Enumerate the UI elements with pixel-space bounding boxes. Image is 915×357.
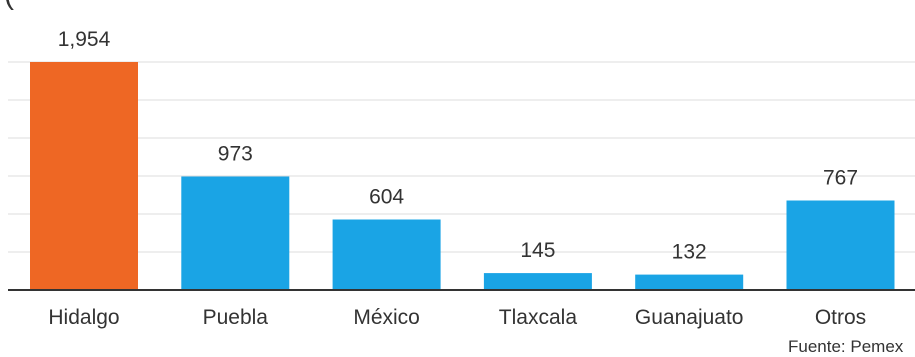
value-label-puebla: 973 — [218, 143, 253, 166]
value-label-hidalgo: 1,954 — [58, 28, 111, 51]
value-labels: 1,954 973 604 145 132 767 — [58, 28, 858, 264]
bar-guanajuato — [635, 274, 744, 290]
category-label-puebla: Puebla — [203, 306, 269, 329]
value-label-otros: 767 — [823, 167, 858, 190]
bar-otros — [786, 200, 895, 290]
category-label-méxico: México — [353, 306, 420, 329]
bars — [30, 62, 895, 290]
bar-méxico — [332, 219, 441, 290]
value-label-guanajuato: 132 — [672, 241, 707, 264]
bar-tlaxcala — [483, 273, 592, 290]
bar-puebla — [181, 176, 290, 290]
gridlines — [8, 61, 915, 253]
category-label-guanajuato: Guanajuato — [635, 306, 744, 329]
bar-hidalgo — [30, 62, 138, 290]
category-labels: Hidalgo Puebla México Tlaxcala Guanajuato Otr… — [48, 306, 866, 329]
value-label-méxico: 604 — [369, 186, 404, 209]
source-note: Fuente: Pemex — [788, 337, 904, 356]
chart-title-cut-off: ( — [4, 0, 14, 12]
value-label-tlaxcala: 145 — [520, 239, 555, 262]
category-label-hidalgo: Hidalgo — [48, 306, 119, 329]
category-label-tlaxcala: Tlaxcala — [499, 306, 578, 329]
category-label-otros: Otros — [815, 306, 866, 329]
